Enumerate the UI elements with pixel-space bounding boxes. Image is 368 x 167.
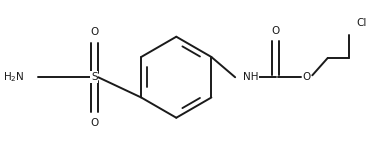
Text: NH: NH bbox=[243, 72, 258, 82]
Text: O: O bbox=[90, 118, 98, 128]
Text: H$_2$N: H$_2$N bbox=[3, 70, 25, 84]
Text: Cl: Cl bbox=[357, 18, 367, 28]
Text: O: O bbox=[302, 72, 311, 82]
Text: O: O bbox=[90, 27, 98, 37]
Text: S: S bbox=[91, 72, 98, 82]
Text: O: O bbox=[272, 26, 280, 36]
